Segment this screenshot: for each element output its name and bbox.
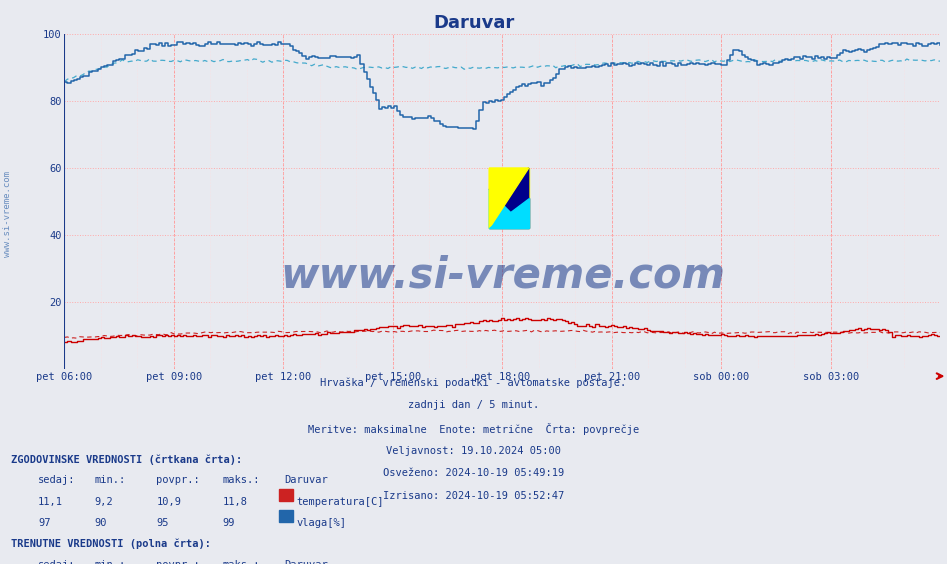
Text: zadnji dan / 5 minut.: zadnji dan / 5 minut. [408,400,539,411]
Text: ZGODOVINSKE VREDNOSTI (črtkana črta):: ZGODOVINSKE VREDNOSTI (črtkana črta): [11,454,242,465]
Text: min.:: min.: [95,475,126,486]
Text: 97: 97 [38,518,50,528]
Text: Daruvar: Daruvar [433,14,514,32]
Text: Izrisano: 2024-10-19 05:52:47: Izrisano: 2024-10-19 05:52:47 [383,491,564,501]
Text: sedaj:: sedaj: [38,560,76,564]
Text: Daruvar: Daruvar [284,560,328,564]
Text: Meritve: maksimalne  Enote: metrične  Črta: povprečje: Meritve: maksimalne Enote: metrične Črta… [308,423,639,435]
Text: 10,9: 10,9 [156,497,181,507]
Text: Hrvaška / vremenski podatki - avtomatske postaje.: Hrvaška / vremenski podatki - avtomatske… [320,378,627,389]
Polygon shape [490,189,528,228]
Text: 11,8: 11,8 [223,497,247,507]
Text: 95: 95 [156,518,169,528]
Polygon shape [490,168,528,228]
Text: temperatura[C]: temperatura[C] [296,497,384,507]
Text: TRENUTNE VREDNOSTI (polna črta):: TRENUTNE VREDNOSTI (polna črta): [11,539,211,549]
Text: 9,2: 9,2 [95,497,114,507]
Text: povpr.:: povpr.: [156,560,200,564]
Text: maks.:: maks.: [223,475,260,486]
Text: sedaj:: sedaj: [38,475,76,486]
Text: www.si-vreme.com: www.si-vreme.com [3,171,12,257]
Text: www.si-vreme.com: www.si-vreme.com [280,254,724,297]
Text: maks.:: maks.: [223,560,260,564]
Polygon shape [490,199,528,228]
Text: 99: 99 [223,518,235,528]
Text: min.:: min.: [95,560,126,564]
Text: 11,1: 11,1 [38,497,63,507]
Text: 90: 90 [95,518,107,528]
Text: Osveženo: 2024-10-19 05:49:19: Osveženo: 2024-10-19 05:49:19 [383,468,564,478]
Text: Veljavnost: 19.10.2024 05:00: Veljavnost: 19.10.2024 05:00 [386,446,561,456]
Text: vlaga[%]: vlaga[%] [296,518,347,528]
Text: Daruvar: Daruvar [284,475,328,486]
Polygon shape [490,168,528,228]
Bar [490,168,528,228]
Text: povpr.:: povpr.: [156,475,200,486]
Polygon shape [490,199,528,228]
